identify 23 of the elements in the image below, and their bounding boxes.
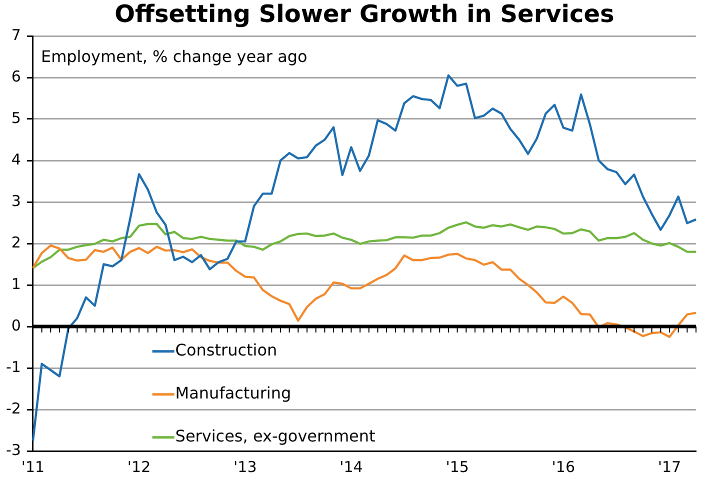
y-tick-label: -1 xyxy=(6,358,21,376)
legend-label: Services, ex-government xyxy=(175,426,376,446)
y-tick-label: 2 xyxy=(11,233,21,252)
y-tick-label: 6 xyxy=(11,67,21,86)
x-tick-label: '15 xyxy=(446,458,469,476)
y-tick-label: 1 xyxy=(11,274,21,293)
legend-label: Construction xyxy=(175,340,278,360)
y-axis-title: Employment, % change year ago xyxy=(40,47,308,66)
x-tick-label: '11 xyxy=(21,458,45,476)
y-tick-label: 4 xyxy=(11,150,21,168)
chart-title: Offsetting Slower Growth in Services xyxy=(114,0,614,28)
x-tick-label: '14 xyxy=(340,458,363,476)
x-tick-label: '13 xyxy=(234,458,257,476)
y-tick-label: 3 xyxy=(11,192,21,210)
y-tick-label: -2 xyxy=(6,399,21,418)
y-tick-label: 0 xyxy=(11,316,21,334)
x-tick-label: '17 xyxy=(658,458,682,476)
legend-label: Manufacturing xyxy=(175,384,292,403)
x-tick-label: '16 xyxy=(552,458,575,476)
y-tick-label: 7 xyxy=(11,26,21,44)
y-tick-label: 5 xyxy=(11,108,21,127)
y-tick-label: -3 xyxy=(6,440,21,459)
x-tick-label: '12 xyxy=(127,458,151,476)
